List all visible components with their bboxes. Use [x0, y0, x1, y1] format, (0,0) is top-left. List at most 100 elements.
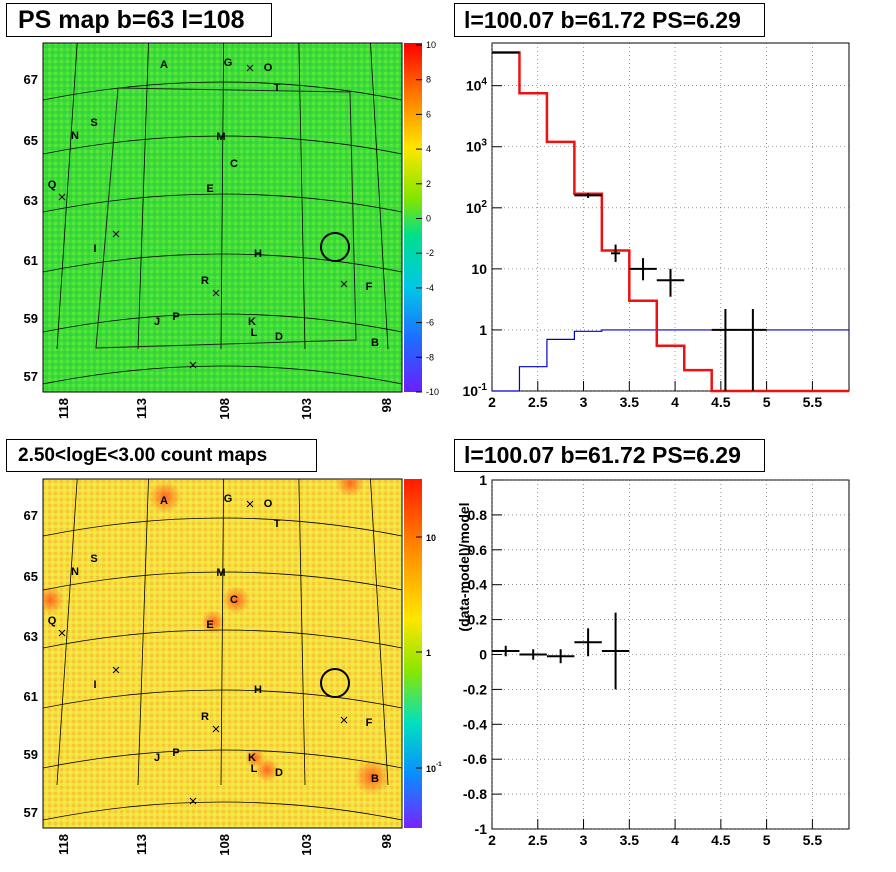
x-tick-label: 5.5: [803, 394, 823, 410]
map-x-tick-label: 118: [56, 398, 71, 419]
map-x-tick-label: 98: [379, 834, 394, 848]
y-tick-label: -0.8: [463, 786, 487, 802]
grid-longitude-line: [56, 479, 78, 786]
map-x-tick-label: 103: [299, 834, 314, 856]
source-cross-marker: [189, 797, 197, 805]
source-label: C: [230, 594, 238, 606]
source-label: R: [201, 275, 209, 287]
source-label: K: [248, 316, 256, 328]
colorbar-tick-label: 1: [426, 648, 431, 658]
source-roi-circle: [320, 232, 350, 262]
colorbar-tick-label: 0: [426, 214, 431, 224]
y-tick-label: 103: [466, 138, 488, 155]
source-label: J: [154, 316, 160, 328]
source-label: R: [201, 711, 209, 723]
source-label: G: [224, 493, 233, 505]
source-label: G: [224, 57, 233, 69]
source-label: E: [206, 183, 213, 195]
y-axis-label: (data-model)/model: [456, 502, 472, 631]
map-y-tick-label: 61: [24, 253, 38, 268]
source-label: P: [172, 311, 179, 323]
grid-latitude-line: [43, 571, 402, 591]
grid-longitude-line: [370, 479, 389, 786]
map-region-outline: [95, 87, 357, 349]
count-colorbar: [404, 479, 422, 828]
grid-longitude-line: [220, 43, 225, 350]
source-label: C: [230, 158, 238, 170]
y-tick-label: 0.6: [468, 542, 488, 558]
grid-longitude-line: [220, 479, 225, 786]
source-label: O: [264, 62, 273, 74]
source-cross-marker: [112, 666, 120, 674]
grid-latitude-line: [43, 689, 402, 709]
colorbar-tick-label: -10: [426, 387, 439, 397]
grid-latitude-line: [43, 801, 402, 821]
spectrum-title: l=100.07 b=61.72 PS=6.29: [454, 3, 765, 37]
x-tick-label: 4: [671, 394, 679, 410]
map-y-tick-label: 57: [24, 369, 38, 384]
y-tick-label: -1: [475, 821, 488, 837]
source-roi-circle: [320, 668, 350, 698]
source-label: N: [71, 130, 79, 142]
ps-map-title: PS map b=63 l=108: [6, 3, 272, 37]
source-label: O: [264, 498, 273, 510]
y-tick-label: -0.6: [463, 751, 487, 767]
source-label: L: [251, 763, 258, 775]
source-label: I: [93, 679, 96, 691]
x-tick-label: 4.5: [711, 394, 731, 410]
source-cross-marker: [58, 193, 66, 201]
x-tick-label: 5.5: [803, 832, 823, 848]
map-x-tick-label: 103: [299, 398, 314, 420]
colorbar-tick-label: 8: [426, 75, 431, 85]
map-x-tick-label: 118: [56, 834, 71, 855]
grid-latitude-line: [43, 517, 402, 537]
source-label: N: [71, 566, 79, 578]
source-cross-marker: [246, 64, 254, 72]
map-x-tick-label: 108: [217, 398, 232, 420]
colorbar-tick-label: 10: [426, 533, 436, 543]
x-tick-label: 3.5: [620, 832, 640, 848]
source-label: Q: [48, 615, 57, 627]
grid-longitude-line: [137, 479, 149, 786]
source-label: T: [274, 82, 281, 94]
colorbar-tick-label: 10-1: [426, 761, 442, 774]
source-label: B: [371, 773, 379, 785]
source-cross-marker: [212, 289, 220, 297]
map-y-tick-label: 65: [24, 569, 38, 584]
colorbar-tick-label: 2: [426, 179, 431, 189]
source-label: T: [274, 518, 281, 530]
grid-longitude-line: [56, 43, 78, 350]
source-label: D: [275, 767, 283, 779]
y-tick-label: 1: [479, 472, 487, 488]
source-cross-marker: [112, 230, 120, 238]
colorbar-tick-label: -8: [426, 352, 434, 362]
x-tick-label: 2: [488, 394, 496, 410]
source-label: I: [93, 243, 96, 255]
grid-latitude-line: [43, 365, 402, 385]
source-cross-marker: [189, 361, 197, 369]
colorbar-tick-label: -4: [426, 283, 434, 293]
grid-latitude-line: [43, 81, 402, 101]
x-tick-label: 3: [580, 832, 588, 848]
y-tick-label: 0: [479, 647, 487, 663]
y-tick-label: 0.8: [468, 507, 488, 523]
y-tick-label: 0.2: [468, 612, 488, 628]
spectrum-plot: [491, 42, 850, 393]
map-y-tick-label: 57: [24, 805, 38, 820]
source-label: J: [154, 752, 160, 764]
source-label: B: [371, 337, 379, 349]
source-label: A: [160, 59, 168, 71]
grid-longitude-line: [298, 43, 306, 350]
map-y-tick-label: 65: [24, 133, 38, 148]
map-x-tick-label: 113: [134, 398, 149, 419]
count-map: [42, 478, 403, 829]
y-tick-label: 10-1: [462, 382, 487, 399]
grid-longitude-line: [298, 479, 306, 786]
map-x-tick-label: 113: [134, 834, 149, 855]
source-label: K: [248, 752, 256, 764]
map-x-tick-label: 108: [217, 834, 232, 856]
source-cross-marker: [212, 725, 220, 733]
x-tick-label: 3: [580, 394, 588, 410]
source-cross-marker: [58, 629, 66, 637]
